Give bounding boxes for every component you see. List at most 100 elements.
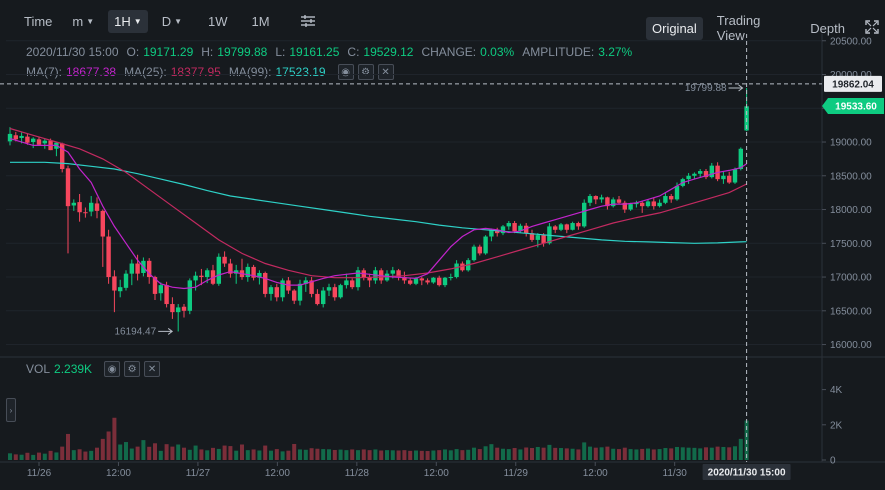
volume-bar (733, 446, 737, 460)
volume-bar (37, 452, 41, 460)
vol-visibility-button[interactable]: ◉ (104, 361, 121, 377)
candle-body (460, 263, 465, 271)
candle-body (286, 280, 291, 291)
time-tick-label: 12:00 (583, 468, 608, 479)
candle-body (152, 277, 158, 294)
candle-body (7, 133, 13, 142)
ma7-line (9, 138, 747, 290)
interval-minutes[interactable]: m ▼ (66, 10, 100, 33)
volume-bar (280, 451, 285, 460)
volume-bar (234, 450, 239, 460)
vol-close-button[interactable]: ✕ (144, 361, 161, 377)
candle-body (112, 276, 117, 291)
volume-bar (141, 440, 146, 460)
price-tick-label: 19000.00 (830, 138, 872, 149)
view-depth[interactable]: Depth (810, 20, 845, 36)
candle-body (570, 223, 575, 230)
candle-body (77, 202, 82, 213)
volume-bar (663, 448, 668, 460)
vol-label: VOL (26, 362, 51, 376)
candle-body (628, 204, 633, 210)
candle-body (42, 140, 47, 144)
open-value: 19171.29 (143, 45, 194, 59)
candle-body (176, 307, 181, 313)
volume-bar (390, 450, 395, 460)
time-tick-label: 11/28 (345, 468, 370, 479)
ma99-line (10, 161, 747, 244)
candle-body (355, 270, 361, 288)
volume-bar (193, 445, 198, 460)
candle-body (379, 270, 384, 281)
high-value: 19799.88 (217, 45, 268, 59)
volume-bar (489, 444, 494, 460)
sliders-icon (300, 15, 315, 27)
candle-body (326, 287, 332, 291)
time-tick-label: 12:00 (424, 468, 449, 479)
fullscreen-button[interactable] (859, 16, 885, 41)
ma-settings-button[interactable]: ⚙ (357, 64, 374, 80)
interval-1w[interactable]: 1W (208, 13, 228, 29)
candle-body (529, 233, 535, 240)
volume-bar (303, 449, 308, 460)
candle-body (680, 179, 685, 186)
ma-legend: MA(7): 18677.38 MA(25): 18377.95 MA(99): 17… (26, 64, 394, 80)
ma-close-button[interactable]: ✕ (377, 64, 394, 80)
volume-bar (251, 449, 256, 460)
vol-settings-button[interactable]: ⚙ (124, 361, 141, 377)
interval-1h[interactable]: 1H ▼ (108, 9, 148, 33)
candle-body (19, 135, 24, 138)
ma-visibility-button[interactable]: ◉ (337, 64, 354, 80)
candle-body (564, 224, 569, 230)
interval-day[interactable]: D ▼ (156, 10, 188, 33)
candle-body (31, 138, 36, 143)
volume-bar (60, 446, 65, 460)
interval-time[interactable]: Time (24, 13, 53, 29)
volume-bar (680, 447, 685, 460)
candle-body (205, 270, 210, 278)
candle-body (466, 260, 471, 271)
gear-icon: ⚙ (361, 66, 371, 78)
ohlc-legend: 2020/11/30 15:00 O: 19171.29 H: 19799.88 L… (26, 45, 640, 59)
view-original[interactable]: Original (646, 16, 703, 40)
price-tick-label: 17000.00 (830, 273, 872, 284)
chart-settings-button[interactable] (294, 10, 322, 32)
volume-tick-label: 4K (830, 385, 843, 396)
candle-body (71, 202, 76, 206)
candle-body (158, 285, 163, 294)
volume-bar (419, 450, 424, 460)
volume-bar (216, 448, 221, 460)
candle-body (48, 140, 53, 151)
volume-bar (727, 447, 732, 460)
crosshair-price-tag (824, 75, 882, 92)
volume-bar (13, 454, 18, 460)
time-tick-label: 11/26 (27, 468, 52, 479)
volume-bar (135, 446, 140, 460)
volume-bar (472, 447, 476, 460)
candle-body (367, 277, 372, 281)
interval-1m[interactable]: 1M (251, 13, 270, 29)
view-trading-view[interactable]: Trading View (716, 13, 761, 43)
volume-bar (245, 450, 250, 460)
volume-bar (298, 449, 302, 460)
amplitude-value: 3.27% (598, 45, 633, 59)
candle-body (692, 173, 697, 176)
high-price-marker: 19799.88 (685, 83, 727, 94)
gear-icon: ⚙ (127, 363, 137, 375)
candle-body (251, 266, 256, 278)
candle-body (193, 275, 198, 281)
crosshair-time-label: 2020/11/30 15:00 (708, 468, 786, 479)
candle-body (384, 273, 390, 281)
price-tick-label: 16500.00 (830, 306, 872, 317)
candle-body (483, 236, 488, 254)
last-price-tag (822, 97, 884, 114)
candle-body (297, 283, 303, 301)
collapse-handle[interactable]: › (6, 398, 16, 422)
candle-body (431, 277, 436, 283)
volume-bar (425, 451, 430, 460)
candle-body (129, 263, 134, 274)
volume-bar (414, 450, 418, 460)
volume-bar (477, 449, 482, 460)
candle-body (245, 266, 250, 278)
candle-body (587, 196, 593, 203)
volume-bar (570, 448, 575, 460)
